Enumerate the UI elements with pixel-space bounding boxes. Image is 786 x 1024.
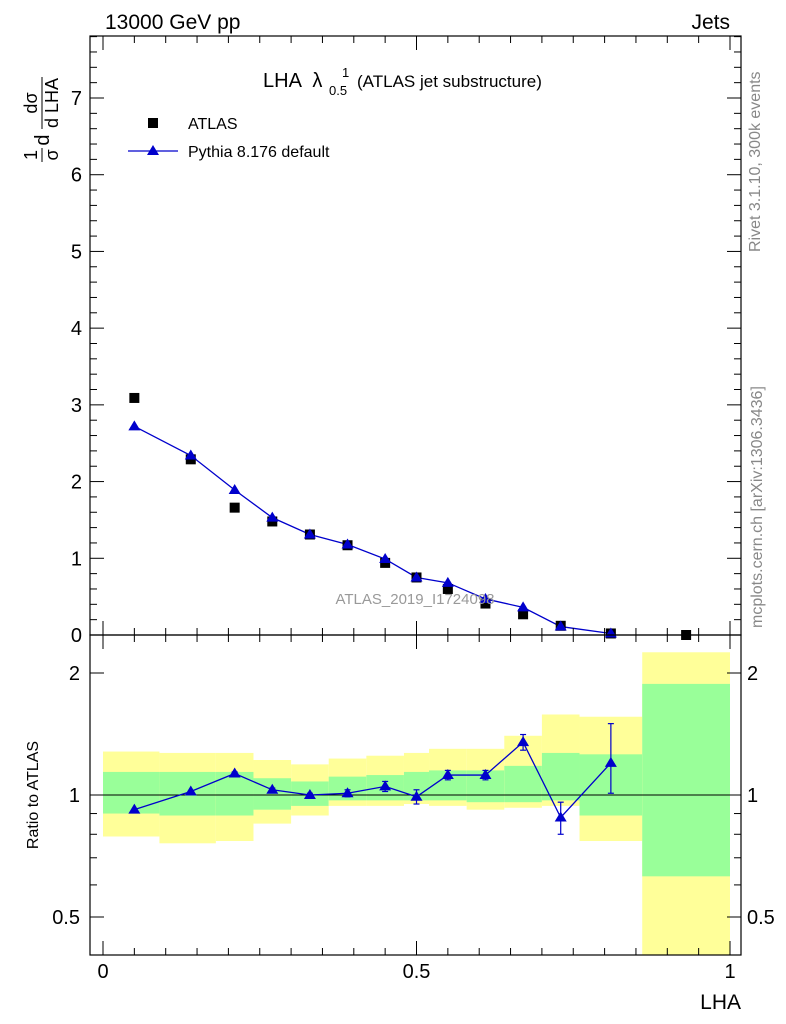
atlas-point [442,583,453,594]
pythia-point [441,576,454,587]
ratio-pythia-point [228,767,241,778]
ratio-ylabel: Ratio to ATLAS [25,741,42,849]
pythia-point [266,511,279,522]
ylabel-den: d LHA [42,78,62,128]
analysis-watermark: ATLAS_2019_I1724098 [335,591,494,608]
atlas-point [229,502,240,513]
svg-text:LHA λ: LHA λ [263,70,322,92]
pythia-point [517,601,530,612]
header-left: 13000 GeV pp [105,11,240,34]
ratio-band-inner [504,765,542,803]
main-ytick-label: 0 [71,625,82,647]
pythia-point [184,449,197,460]
pythia-point [228,484,241,495]
ratio-pythia-point [604,756,617,767]
ratio-band-inner [541,752,580,801]
main-plot-panel: 0 1 2 3 4 5 6 7 ATLAS_2019_I1724098 LHA λ 1 0.5… [21,35,742,647]
pythia-point [303,528,316,539]
pythia-point [479,592,492,603]
ratio-ytick-label-right: 1 [747,785,758,807]
main-ytick-label: 4 [71,318,82,340]
ratio-band-inner [253,778,292,810]
ylabel-num: dσ [21,92,41,113]
main-ytick-label: 7 [71,88,82,110]
xtick-label: 0 [97,961,108,983]
ratio-pythia-point [410,790,423,801]
ratio-pythia-point [554,811,567,822]
ratio-pythia-point [341,787,354,798]
ylabel-prefix-num: 1 [21,150,41,160]
pythia-point [379,553,392,564]
legend: ATLAS Pythia 8.176 default [128,116,330,161]
atlas-point [480,598,491,609]
ratio-ytick-label-right: 0.5 [747,907,775,929]
ratio-ytick-label-right: 2 [747,663,758,685]
xlabel: LHA [700,991,741,1014]
ratio-pythia-point [479,769,492,780]
ratio-pythia-point [379,780,392,791]
title-superscript: 1 [342,65,349,80]
pythia-point [410,571,423,582]
ratio-ytick-label: 2 [69,663,80,685]
rivet-label: Rivet 3.1.10, 300k events [747,71,764,252]
xtick-label: 0.5 [403,961,431,983]
mcplots-label: mcplots.cern.ch [arXiv:1306.3436] [749,386,766,628]
ratio-band-inner [103,771,160,814]
legend-pythia-label: Pythia 8.176 default [188,144,330,161]
xtick-label: 1 [724,961,735,983]
pythia-point [128,420,141,431]
legend-pythia-marker [147,145,159,155]
ratio-pythia-point [128,803,141,814]
ratio-ytick-label: 0.5 [52,907,80,929]
main-ytick-label: 3 [71,395,82,417]
pythia-point [554,620,567,631]
main-ylabel: 1 σ d dσ d LHA [21,77,62,162]
main-ytick-label: 5 [71,241,82,263]
atlas-point [129,392,140,403]
ratio-ytick-label: 1 [69,785,80,807]
ratio-plot-panel: 0.5 0.5 1 1 2 2 0 0.5 1 Ratio to ATLAS LHA [25,634,775,1014]
title-main: LHA [263,70,303,92]
ylabel-prefix-den: σ [42,149,62,160]
main-ytick-label: 6 [71,165,82,187]
ratio-pythia-point [441,769,454,780]
title-subscript: 0.5 [329,83,347,98]
ratio-pythia-point [184,785,197,796]
title-suffix: (ATLAS jet substructure) [357,72,542,91]
header-right: Jets [691,11,730,34]
pythia-point [341,538,354,549]
main-ytick-label: 2 [71,472,82,494]
title-symbol: λ [312,70,322,92]
atlas-point [518,609,529,620]
plot-title: LHA λ 1 0.5 (ATLAS jet substructure) [263,65,542,98]
main-ytick-label: 1 [71,548,82,570]
ratio-pythia-point [303,789,316,799]
legend-atlas-marker [148,118,158,128]
ylabel-d: d [32,134,54,145]
ratio-pythia-point [517,736,530,747]
legend-atlas-label: ATLAS [188,116,238,133]
ratio-pythia-point [266,783,279,794]
ratio-band-inner [642,683,730,877]
